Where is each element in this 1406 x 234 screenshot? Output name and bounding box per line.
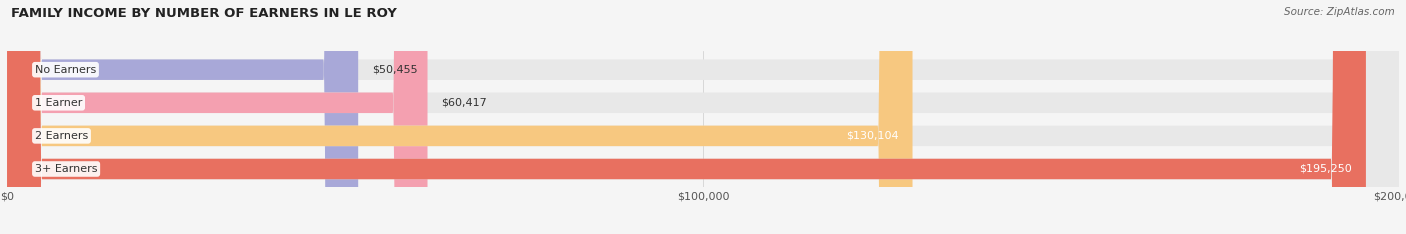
Text: 1 Earner: 1 Earner: [35, 98, 82, 108]
Text: $50,455: $50,455: [373, 65, 418, 75]
FancyBboxPatch shape: [7, 0, 1399, 234]
FancyBboxPatch shape: [7, 0, 1365, 234]
Text: 3+ Earners: 3+ Earners: [35, 164, 97, 174]
FancyBboxPatch shape: [7, 0, 359, 234]
FancyBboxPatch shape: [7, 0, 912, 234]
Text: $130,104: $130,104: [846, 131, 898, 141]
FancyBboxPatch shape: [7, 0, 427, 234]
FancyBboxPatch shape: [7, 0, 1399, 234]
Text: FAMILY INCOME BY NUMBER OF EARNERS IN LE ROY: FAMILY INCOME BY NUMBER OF EARNERS IN LE…: [11, 7, 396, 20]
FancyBboxPatch shape: [7, 0, 1399, 234]
Text: 2 Earners: 2 Earners: [35, 131, 89, 141]
Text: $60,417: $60,417: [441, 98, 488, 108]
Text: No Earners: No Earners: [35, 65, 96, 75]
Text: $195,250: $195,250: [1299, 164, 1353, 174]
Text: Source: ZipAtlas.com: Source: ZipAtlas.com: [1284, 7, 1395, 17]
FancyBboxPatch shape: [7, 0, 1399, 234]
